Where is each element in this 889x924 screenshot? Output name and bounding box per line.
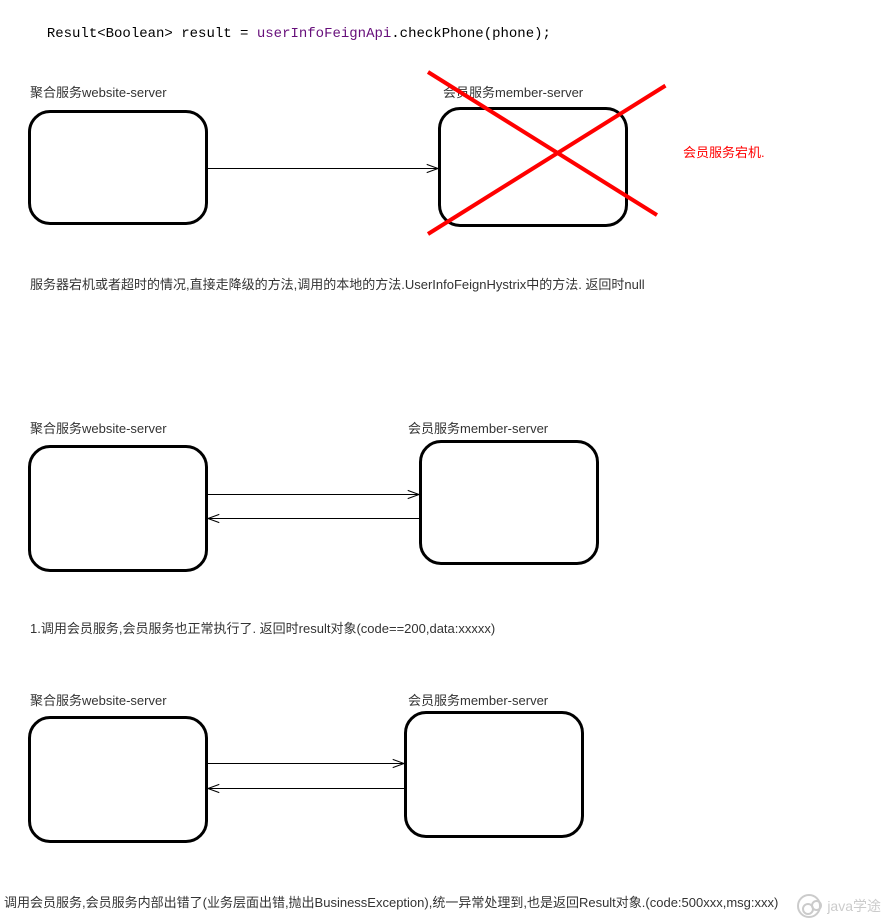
s2-arrow-in-line	[208, 518, 419, 519]
s1-description: 服务器宕机或者超时的情况,直接走降级的方法,调用的本地的方法.UserInfoF…	[30, 274, 645, 293]
s3-description: 调用会员服务,会员服务内部出错了(业务层面出错,抛出BusinessExcept…	[4, 892, 778, 911]
s2-right-label: 会员服务member-server	[408, 418, 548, 437]
s1-arrow-line	[208, 168, 438, 169]
s3-right-label: 会员服务member-server	[408, 690, 548, 709]
s1-red-note: 会员服务宕机.	[683, 142, 765, 161]
code-ident: userInfoFeignApi	[257, 26, 391, 42]
s1-left-label: 聚合服务website-server	[30, 82, 167, 101]
s3-left-box	[28, 716, 208, 843]
code-type: Result<Boolean> result =	[47, 26, 257, 42]
s2-left-label: 聚合服务website-server	[30, 418, 167, 437]
s2-arrow-out-line	[208, 494, 419, 495]
s1-left-box	[28, 110, 208, 225]
s3-right-box	[404, 711, 584, 838]
s3-arrow-out-line	[208, 763, 404, 764]
watermark: java学途	[797, 894, 881, 918]
s2-description: 1.调用会员服务,会员服务也正常执行了. 返回时result对象(code==2…	[30, 618, 495, 637]
s2-left-box	[28, 445, 208, 572]
s3-left-label: 聚合服务website-server	[30, 690, 167, 709]
wechat-icon	[797, 894, 821, 918]
watermark-text: java学途	[827, 896, 881, 916]
s2-right-box	[419, 440, 599, 565]
code-line: Result<Boolean> result = userInfoFeignAp…	[30, 10, 551, 42]
s3-arrow-in-line	[208, 788, 404, 789]
code-method: .checkPhone(phone);	[391, 26, 551, 42]
